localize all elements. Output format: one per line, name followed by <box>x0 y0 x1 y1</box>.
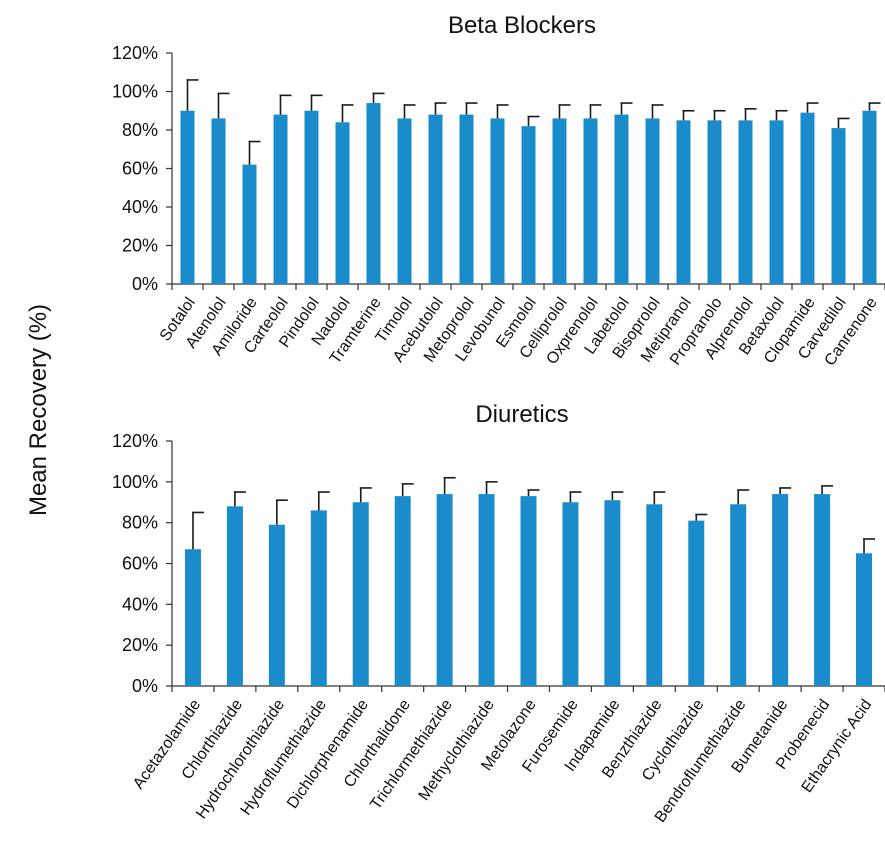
bar-timolol <box>397 118 412 284</box>
y-tick-label: 20% <box>122 236 158 256</box>
bar-hydroflumethiazide <box>310 510 327 686</box>
y-axis-label: Mean Recovery (%) <box>25 304 52 516</box>
chart-title-diuretics: Diuretics <box>475 401 568 428</box>
bar-bumetanide <box>772 494 789 686</box>
bar-metoprolol <box>459 114 474 284</box>
bar-acebutolol <box>428 114 443 284</box>
bar-alprenolol <box>738 120 753 284</box>
bar-benzthiazide <box>646 504 663 686</box>
chart-title-beta-blockers: Beta Blockers <box>448 12 596 39</box>
y-tick-label: 20% <box>122 635 158 655</box>
y-tick-label: 120% <box>112 43 158 63</box>
bar-levobunol <box>490 118 505 284</box>
bar-pindolol <box>304 110 319 284</box>
bar-canrenone <box>862 110 877 284</box>
bar-cyclothiazide <box>688 520 705 686</box>
bar-ethacrynic-acid <box>856 553 873 686</box>
bar-esmolol <box>521 126 536 285</box>
bar-trichlormethiazide <box>436 494 453 686</box>
bar-clopamide <box>800 112 815 284</box>
y-tick-label: 0% <box>132 274 158 294</box>
y-tick-label: 100% <box>112 82 158 102</box>
y-tick-label: 100% <box>112 472 158 492</box>
y-tick-label: 60% <box>122 554 158 574</box>
bar-nadolol <box>335 122 350 284</box>
bar-propranolo <box>707 120 722 284</box>
bar-furosemide <box>562 502 579 686</box>
bar-chlorthiazide <box>226 506 243 686</box>
beta-blockers-panel: Beta Blockers 0%20%40%60%80%100%120%Sota… <box>112 12 885 369</box>
bar-celliprolol <box>552 118 567 284</box>
bar-metipranol <box>676 120 691 284</box>
y-tick-label: 120% <box>112 431 158 451</box>
y-tick-label: 0% <box>132 676 158 696</box>
bar-labetolol <box>614 114 629 284</box>
bar-dichlorphenamide <box>352 502 369 686</box>
bar-tramterine <box>366 103 381 284</box>
bar-hydrochlorothiazide <box>268 524 285 686</box>
bar-amiloride <box>242 164 257 284</box>
y-tick-label: 40% <box>122 594 158 614</box>
bar-carteolol <box>273 114 288 284</box>
y-tick-label: 80% <box>122 513 158 533</box>
bar-sotalol <box>180 110 195 284</box>
y-tick-label: 80% <box>122 120 158 140</box>
bar-acetazolamide <box>184 549 201 686</box>
bar-metolazone <box>520 496 537 686</box>
bar-atenolol <box>211 118 226 284</box>
bar-indapamide <box>604 500 621 686</box>
bar-betaxolol <box>769 120 784 284</box>
bar-bisoprolol <box>645 118 660 284</box>
bar-oxprenolol <box>583 118 598 284</box>
diuretics-panel: Diuretics 0%20%40%60%80%100%120%Acetazol… <box>112 401 885 826</box>
x-tick-label: Methyclothiazide <box>416 696 498 803</box>
bar-bendroflumethiazide <box>730 504 747 686</box>
y-tick-label: 60% <box>122 159 158 179</box>
bar-methyclothiazide <box>478 494 495 686</box>
bar-carvedilol <box>831 128 846 284</box>
bar-probenecid <box>814 494 831 686</box>
bar-chlorthalidone <box>394 496 411 686</box>
y-tick-label: 40% <box>122 197 158 217</box>
